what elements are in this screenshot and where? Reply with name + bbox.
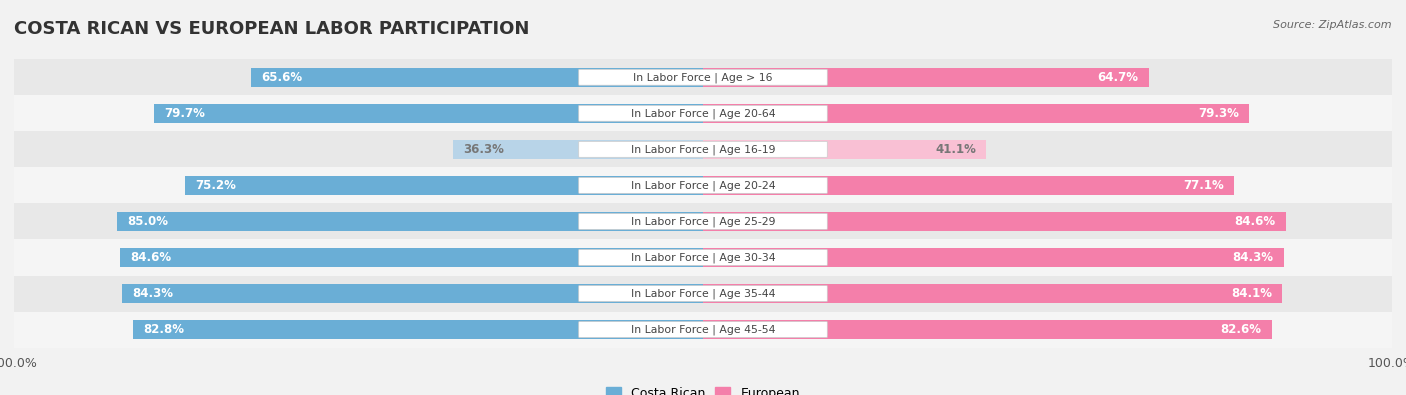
Bar xyxy=(703,68,1149,87)
Bar xyxy=(14,95,1392,131)
Bar xyxy=(703,248,1284,267)
Bar xyxy=(186,176,703,195)
Text: 84.6%: 84.6% xyxy=(131,251,172,264)
Bar xyxy=(703,176,1234,195)
Text: 82.6%: 82.6% xyxy=(1220,323,1261,336)
Text: 84.6%: 84.6% xyxy=(1234,215,1275,228)
FancyBboxPatch shape xyxy=(579,105,827,121)
FancyBboxPatch shape xyxy=(579,322,827,337)
Text: 65.6%: 65.6% xyxy=(262,71,302,84)
Text: In Labor Force | Age > 16: In Labor Force | Age > 16 xyxy=(633,72,773,83)
Legend: Costa Rican, European: Costa Rican, European xyxy=(600,382,806,395)
Bar xyxy=(703,320,1272,339)
Text: 41.1%: 41.1% xyxy=(935,143,976,156)
Bar xyxy=(122,284,703,303)
Text: In Labor Force | Age 35-44: In Labor Force | Age 35-44 xyxy=(631,288,775,299)
FancyBboxPatch shape xyxy=(579,70,827,85)
Bar xyxy=(132,320,703,339)
Bar xyxy=(14,167,1392,203)
Text: In Labor Force | Age 25-29: In Labor Force | Age 25-29 xyxy=(631,216,775,227)
Bar xyxy=(14,239,1392,276)
FancyBboxPatch shape xyxy=(579,177,827,193)
Bar xyxy=(453,140,703,159)
Text: In Labor Force | Age 30-34: In Labor Force | Age 30-34 xyxy=(631,252,775,263)
Text: 84.3%: 84.3% xyxy=(1233,251,1274,264)
Text: COSTA RICAN VS EUROPEAN LABOR PARTICIPATION: COSTA RICAN VS EUROPEAN LABOR PARTICIPAT… xyxy=(14,20,530,38)
Text: In Labor Force | Age 20-64: In Labor Force | Age 20-64 xyxy=(631,108,775,118)
Bar xyxy=(703,104,1250,123)
Text: In Labor Force | Age 20-24: In Labor Force | Age 20-24 xyxy=(631,180,775,191)
FancyBboxPatch shape xyxy=(579,286,827,301)
Text: 82.8%: 82.8% xyxy=(143,323,184,336)
Bar xyxy=(703,140,986,159)
Text: In Labor Force | Age 45-54: In Labor Force | Age 45-54 xyxy=(631,324,775,335)
Text: In Labor Force | Age 16-19: In Labor Force | Age 16-19 xyxy=(631,144,775,154)
Text: 79.3%: 79.3% xyxy=(1198,107,1239,120)
Bar xyxy=(14,312,1392,348)
Bar xyxy=(703,212,1286,231)
Bar xyxy=(14,59,1392,95)
Bar xyxy=(117,212,703,231)
Bar xyxy=(252,68,703,87)
Bar xyxy=(14,131,1392,167)
Text: 36.3%: 36.3% xyxy=(463,143,505,156)
Text: 75.2%: 75.2% xyxy=(195,179,236,192)
FancyBboxPatch shape xyxy=(579,250,827,265)
Bar xyxy=(14,203,1392,239)
Text: 79.7%: 79.7% xyxy=(165,107,205,120)
Text: 64.7%: 64.7% xyxy=(1098,71,1139,84)
Text: 85.0%: 85.0% xyxy=(128,215,169,228)
FancyBboxPatch shape xyxy=(579,141,827,157)
FancyBboxPatch shape xyxy=(579,214,827,229)
Text: 77.1%: 77.1% xyxy=(1182,179,1223,192)
Bar xyxy=(120,248,703,267)
Text: Source: ZipAtlas.com: Source: ZipAtlas.com xyxy=(1274,20,1392,30)
Bar xyxy=(703,284,1282,303)
Bar xyxy=(14,276,1392,312)
Text: 84.1%: 84.1% xyxy=(1232,287,1272,300)
Bar xyxy=(153,104,703,123)
Text: 84.3%: 84.3% xyxy=(132,287,173,300)
